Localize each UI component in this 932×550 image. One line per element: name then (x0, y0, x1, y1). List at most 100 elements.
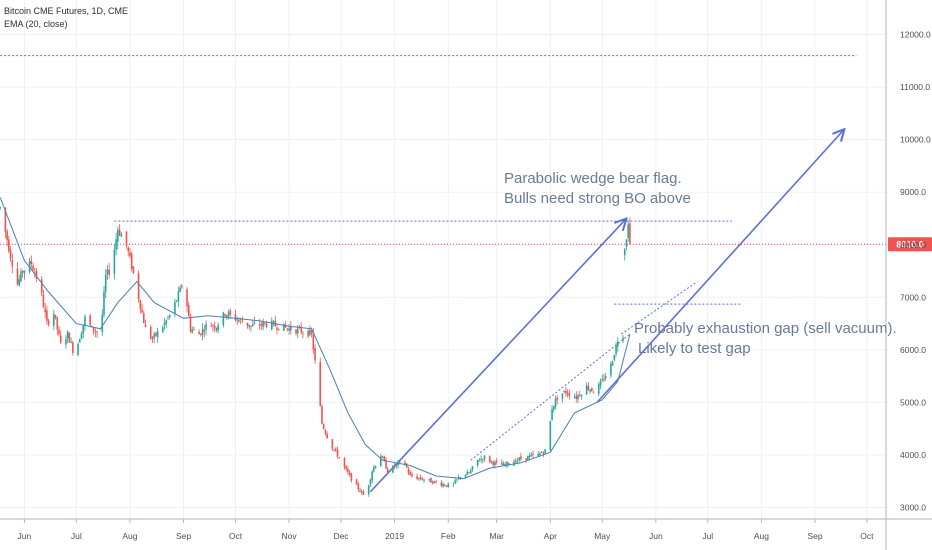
candle (430, 477, 432, 483)
candle (554, 395, 557, 410)
candle (392, 465, 394, 474)
candle-body (447, 483, 450, 488)
wedge-line[interactable] (620, 281, 698, 335)
candle (367, 484, 370, 497)
candle-body (580, 394, 583, 396)
candle (625, 238, 628, 251)
candle (615, 341, 617, 357)
candle-body (411, 474, 413, 477)
candle (322, 423, 325, 430)
candle (623, 247, 626, 261)
candle (165, 319, 168, 328)
candle-body (445, 485, 448, 487)
candle-body (615, 344, 617, 354)
candle (442, 481, 444, 489)
candle (492, 460, 495, 469)
candle (16, 261, 19, 286)
candle-body (428, 479, 431, 480)
candle-body (296, 328, 299, 334)
candle-body (347, 468, 349, 473)
x-tick-label: Dec (333, 531, 349, 541)
candle (246, 322, 249, 329)
candle (118, 224, 121, 237)
candle (151, 335, 154, 343)
candle-body (326, 434, 328, 439)
candle-body (89, 315, 91, 326)
candle-body (40, 279, 43, 294)
candle-body (276, 327, 278, 330)
candle-body (139, 300, 142, 309)
candle-body (94, 331, 97, 333)
candle (11, 253, 14, 274)
candle (212, 323, 214, 332)
candle (125, 231, 128, 249)
candle-body (125, 231, 128, 246)
candle (20, 268, 22, 283)
candle (175, 299, 178, 303)
candle (350, 472, 353, 483)
candle-body (118, 229, 121, 235)
candle (155, 332, 157, 337)
candles-layer (0, 206, 631, 497)
candle-body (46, 310, 48, 321)
candle (335, 447, 337, 453)
candle-body (405, 463, 408, 468)
candle (326, 431, 328, 439)
candle-body (103, 291, 105, 316)
candle-body (78, 339, 81, 343)
candle (187, 301, 190, 317)
candle-body (629, 223, 631, 245)
candle-body (186, 289, 188, 307)
candle (33, 267, 36, 278)
candle (103, 285, 105, 318)
trend-arrow[interactable] (596, 129, 844, 403)
candle (139, 299, 142, 314)
candle-body (492, 461, 495, 465)
x-tick-label: Aug (754, 531, 769, 541)
wedge-line[interactable] (470, 333, 631, 461)
candle (179, 284, 181, 293)
candle-body (210, 325, 213, 327)
candle-body (371, 471, 373, 481)
candle-body (525, 458, 527, 460)
candle (271, 317, 273, 331)
candle-body (314, 348, 316, 361)
candle-body (241, 321, 244, 323)
candle (421, 477, 424, 481)
x-tick-label: 2019 (385, 531, 404, 541)
candle (130, 251, 133, 272)
trend-arrow[interactable] (369, 218, 626, 493)
grid (0, 0, 886, 519)
candle (518, 456, 520, 463)
candle-body (307, 331, 309, 337)
candle-body (35, 271, 38, 279)
candle-body (198, 331, 200, 335)
candle (213, 321, 216, 333)
candle-body (456, 479, 458, 481)
candle-body (283, 323, 285, 331)
candle-body (578, 395, 581, 396)
candle (592, 390, 595, 394)
candle (404, 460, 406, 467)
candle (447, 482, 450, 488)
candle (229, 308, 232, 319)
candle (371, 470, 373, 484)
candle-body (312, 332, 315, 350)
candle-body (284, 325, 287, 328)
y-tick-label: 9000.0 (900, 187, 926, 197)
candle-body (309, 329, 311, 335)
candle-body (573, 396, 576, 398)
candle (445, 485, 448, 488)
candle-body (246, 322, 249, 327)
candle-body (440, 482, 443, 486)
candle (610, 361, 612, 379)
candle-body (44, 308, 46, 313)
candle-body (610, 363, 612, 376)
candle (613, 354, 616, 362)
candle-body (168, 315, 171, 318)
candle-body (72, 342, 74, 353)
candle (501, 459, 503, 466)
candle (407, 466, 410, 476)
candle (44, 303, 46, 319)
